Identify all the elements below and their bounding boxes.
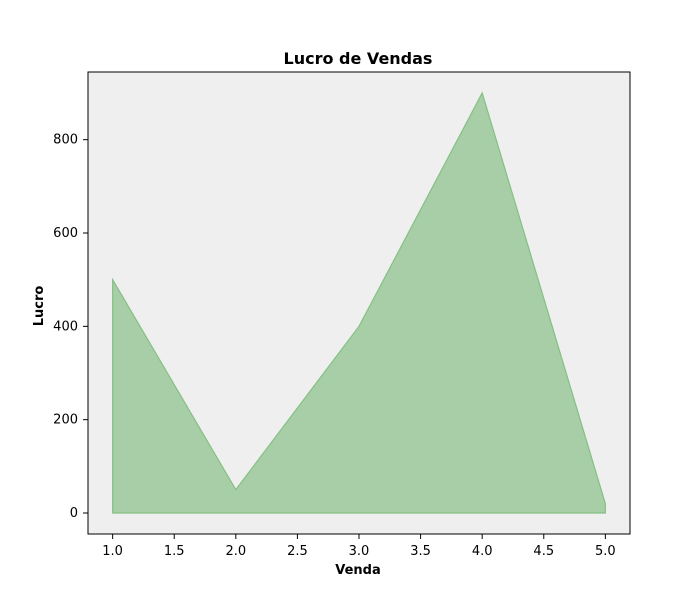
y-tick-label: 600 — [53, 226, 78, 241]
series-layer — [112, 91, 606, 514]
x-tick-label: 3.0 — [349, 544, 370, 559]
x-tick-label: 5.0 — [595, 544, 616, 559]
x-tick-label: 1.5 — [164, 544, 185, 559]
y-tick-label: 800 — [53, 133, 78, 148]
x-tick-label: 2.0 — [225, 544, 246, 559]
x-tick-label: 3.5 — [410, 544, 431, 559]
x-tick-label: 4.0 — [472, 544, 493, 559]
x-axis-label: Venda — [335, 563, 381, 578]
y-tick-label: 200 — [53, 413, 78, 428]
chart-title: Lucro de Vendas — [284, 49, 433, 68]
x-tick-label: 2.5 — [287, 544, 308, 559]
x-tick-label: 4.5 — [533, 544, 554, 559]
x-axis: 1.0 1.5 2.0 2.5 3.0 3.5 4.0 4.5 5.0 — [102, 534, 616, 559]
plot-frame — [87, 71, 631, 535]
x-tick-label: 1.0 — [102, 544, 123, 559]
y-axis-label: Lucro — [32, 286, 47, 327]
y-tick-label: 0 — [70, 506, 78, 521]
area-fill — [112, 91, 606, 514]
y-tick-label: 400 — [53, 319, 78, 334]
y-axis: 0 200 400 600 800 — [53, 133, 88, 521]
